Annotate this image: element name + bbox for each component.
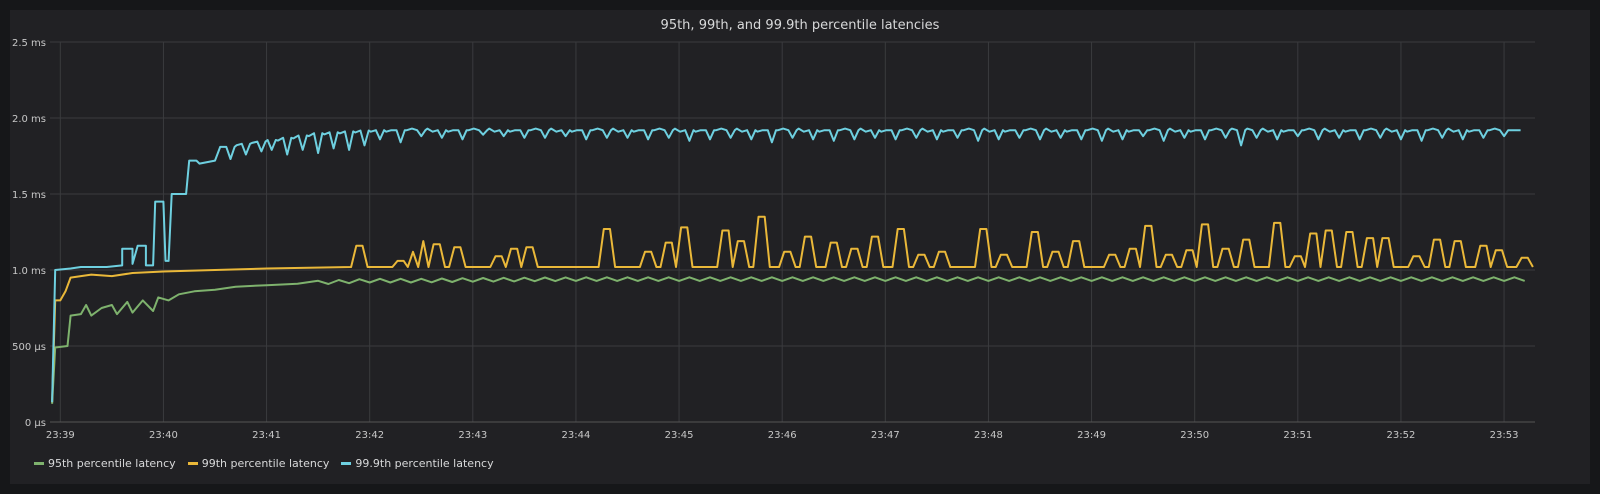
x-tick-label: 23:53 bbox=[1490, 430, 1519, 441]
legend-swatch bbox=[34, 462, 44, 465]
y-tick-label: 1.5 ms bbox=[12, 190, 46, 201]
legend-item[interactable]: 99.9th percentile latency bbox=[341, 457, 494, 470]
y-tick-label: 500 µs bbox=[12, 342, 46, 353]
x-tick-label: 23:49 bbox=[1077, 430, 1106, 441]
x-tick-label: 23:41 bbox=[252, 430, 281, 441]
x-tick-label: 23:51 bbox=[1283, 430, 1312, 441]
series-line-95th bbox=[51, 276, 1526, 404]
y-tick-label: 2.5 ms bbox=[12, 38, 46, 49]
x-tick-label: 23:40 bbox=[149, 430, 178, 441]
x-tick-label: 23:50 bbox=[1180, 430, 1209, 441]
legend-item[interactable]: 95th percentile latency bbox=[34, 457, 176, 470]
y-tick-label: 1.0 ms bbox=[12, 266, 46, 277]
legend-label: 99th percentile latency bbox=[201, 457, 330, 470]
chart-legend: 95th percentile latency 99th percentile l… bbox=[34, 457, 494, 470]
panel-title: 95th, 99th, and 99.9th percentile latenc… bbox=[660, 18, 940, 33]
legend-label: 99.9th percentile latency bbox=[355, 457, 494, 470]
y-tick-label: 2.0 ms bbox=[12, 114, 46, 125]
graph-panel: 95th, 99th, and 99.9th percentile latenc… bbox=[10, 10, 1590, 484]
x-tick-label: 23:42 bbox=[355, 430, 384, 441]
x-tick-label: 23:45 bbox=[665, 430, 694, 441]
x-tick-label: 23:52 bbox=[1387, 430, 1416, 441]
legend-swatch bbox=[341, 462, 352, 465]
x-tick-label: 23:43 bbox=[458, 430, 487, 441]
legend-label: 95th percentile latency bbox=[48, 457, 176, 470]
series-line-99-9th bbox=[51, 127, 1521, 403]
x-tick-label: 23:44 bbox=[562, 430, 591, 441]
x-tick-label: 23:46 bbox=[768, 430, 797, 441]
x-tick-label: 23:48 bbox=[974, 430, 1003, 441]
legend-item[interactable]: 99th percentile latency bbox=[187, 457, 330, 470]
x-tick-label: 23:39 bbox=[46, 430, 75, 441]
y-tick-label: 0 µs bbox=[25, 418, 46, 429]
latency-line-chart[interactable]: 0 µs 500 µs 1.0 ms 1.5 ms 2.0 ms 2.5 ms 23:39 2… bbox=[10, 10, 1590, 484]
x-tick-label: 23:47 bbox=[871, 430, 900, 441]
series-line-99th bbox=[51, 215, 1534, 403]
legend-swatch bbox=[187, 462, 198, 465]
